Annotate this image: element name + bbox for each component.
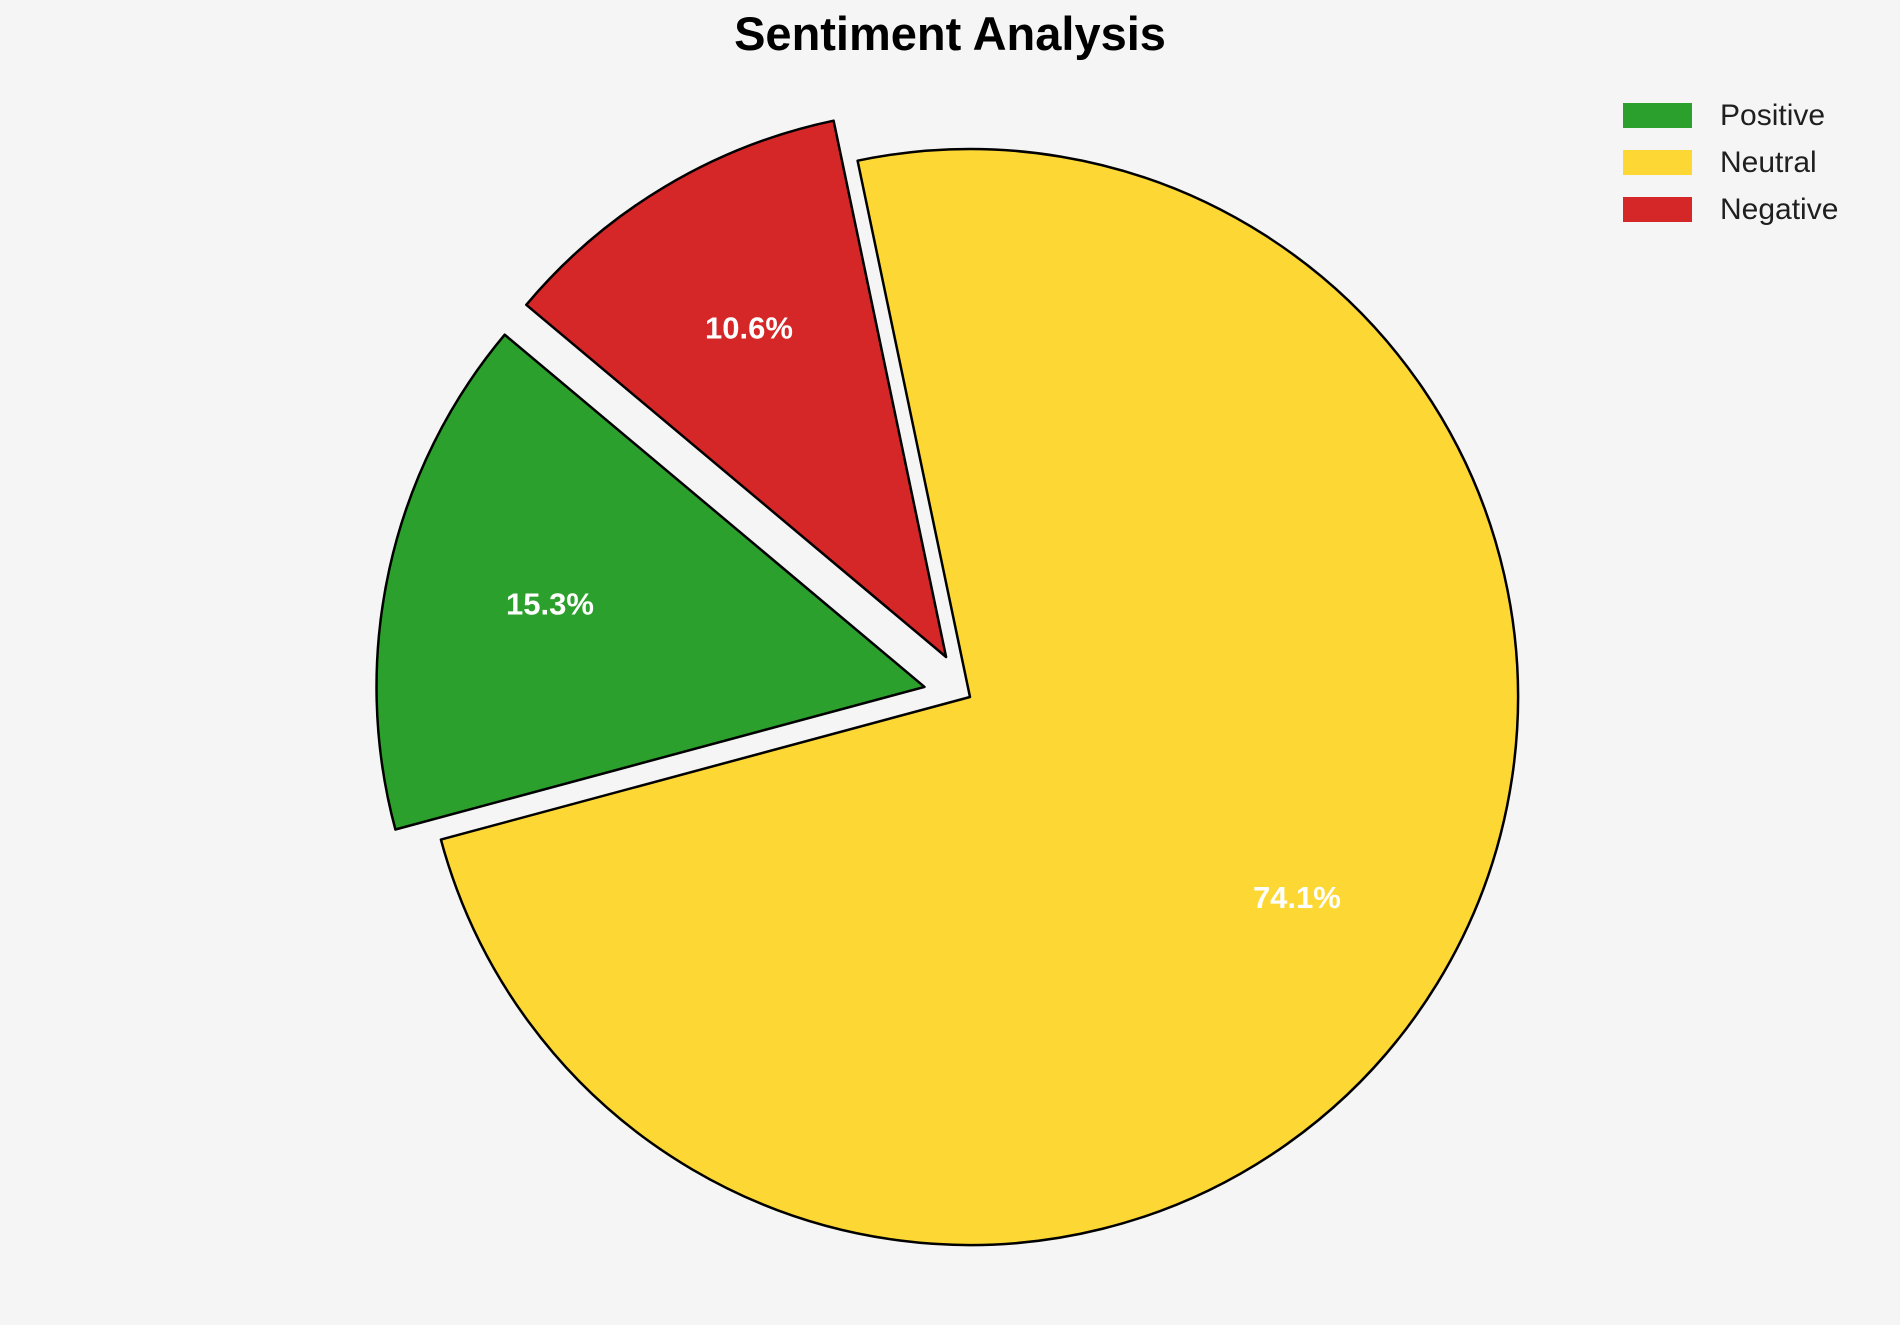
legend-item-positive: Positive — [1623, 99, 1838, 132]
chart-legend: Positive Neutral Negative — [1623, 99, 1839, 226]
legend-swatch-positive-icon — [1623, 103, 1692, 128]
pie-slice-positive — [375, 333, 926, 831]
legend-swatch-negative-icon — [1623, 197, 1692, 222]
legend-label-neutral: Neutral — [1720, 146, 1817, 179]
legend-item-neutral: Neutral — [1623, 146, 1838, 179]
pie-slice-negative — [525, 119, 948, 659]
legend-label-negative: Negative — [1720, 193, 1839, 226]
legend-swatch-neutral-icon — [1623, 150, 1692, 175]
pie-slice-pct-label-positive: 15.3% — [506, 587, 594, 622]
pie-slice-pct-label-neutral: 74.1% — [1253, 880, 1341, 915]
legend-item-negative: Negative — [1623, 193, 1839, 226]
pie-slice-pct-label-negative: 10.6% — [705, 311, 793, 346]
chart-title: Sentiment Analysis — [734, 7, 1166, 60]
legend-label-positive: Positive — [1720, 99, 1826, 132]
pie-slice-neutral — [439, 147, 1520, 1247]
